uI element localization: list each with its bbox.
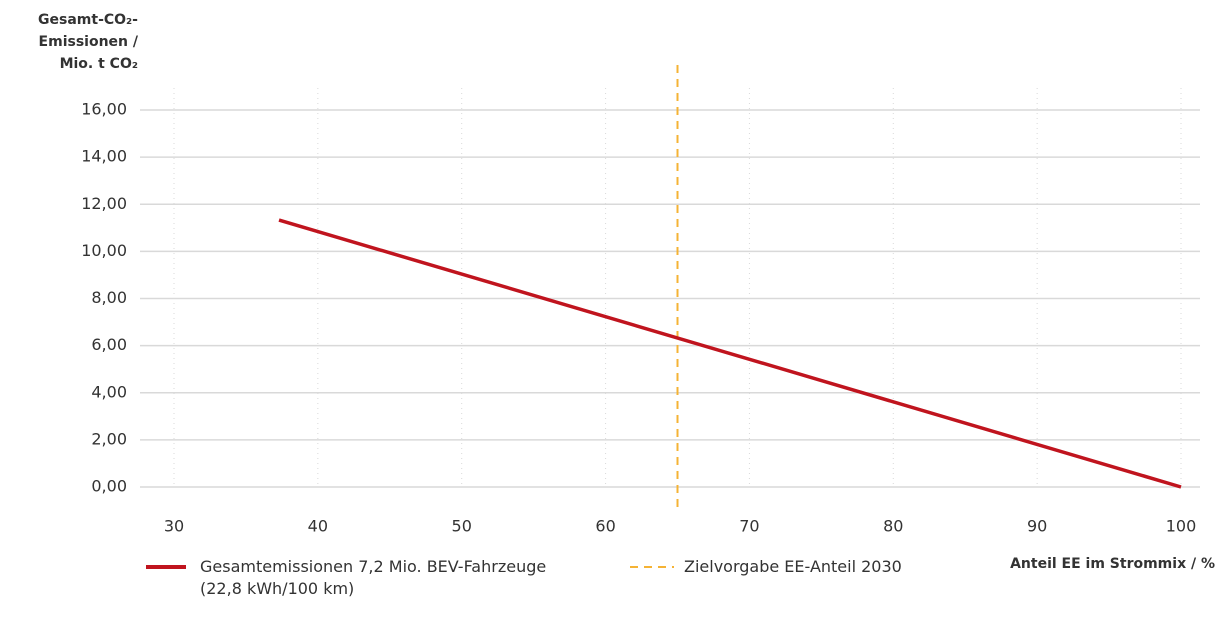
y-tick-label: 8,00 [91, 288, 127, 307]
y-tick-label: 2,00 [91, 429, 127, 448]
y-label-line: Emissionen / [39, 34, 139, 50]
x-axis-label: Anteil EE im Strommix / % [1010, 556, 1215, 572]
y-axis-label: Gesamt-CO₂- Emissionen / Mio. t CO₂ [38, 12, 139, 72]
legend-label: Zielvorgabe EE-Anteil 2030 [684, 557, 902, 576]
x-tick-label: 100 [1166, 517, 1197, 536]
y-tick-label: 0,00 [91, 477, 127, 496]
x-tick-label: 90 [1027, 517, 1047, 536]
x-tick-label: 60 [595, 517, 615, 536]
x-tick-label: 40 [308, 517, 328, 536]
y-tick-label: 16,00 [81, 100, 127, 119]
x-tick-label: 70 [739, 517, 759, 536]
y-tick-label: 10,00 [81, 241, 127, 260]
series-line [278, 218, 1182, 489]
x-tick-label: 30 [164, 517, 184, 536]
y-tick-label: 12,00 [81, 194, 127, 213]
y-tick-label: 4,00 [91, 382, 127, 401]
x-tick-label: 50 [452, 517, 472, 536]
legend-swatch [630, 566, 674, 568]
x-tick-label: 80 [883, 517, 903, 536]
y-label-line: Mio. t CO₂ [60, 56, 138, 72]
y-label-line: Gesamt-CO₂- [38, 12, 138, 28]
y-tick-label: 14,00 [81, 147, 127, 166]
y-tick-label: 6,00 [91, 335, 127, 354]
legend-swatch [146, 565, 186, 569]
legend-label: Gesamtemissionen 7,2 Mio. BEV-Fahrzeuge … [200, 557, 547, 598]
